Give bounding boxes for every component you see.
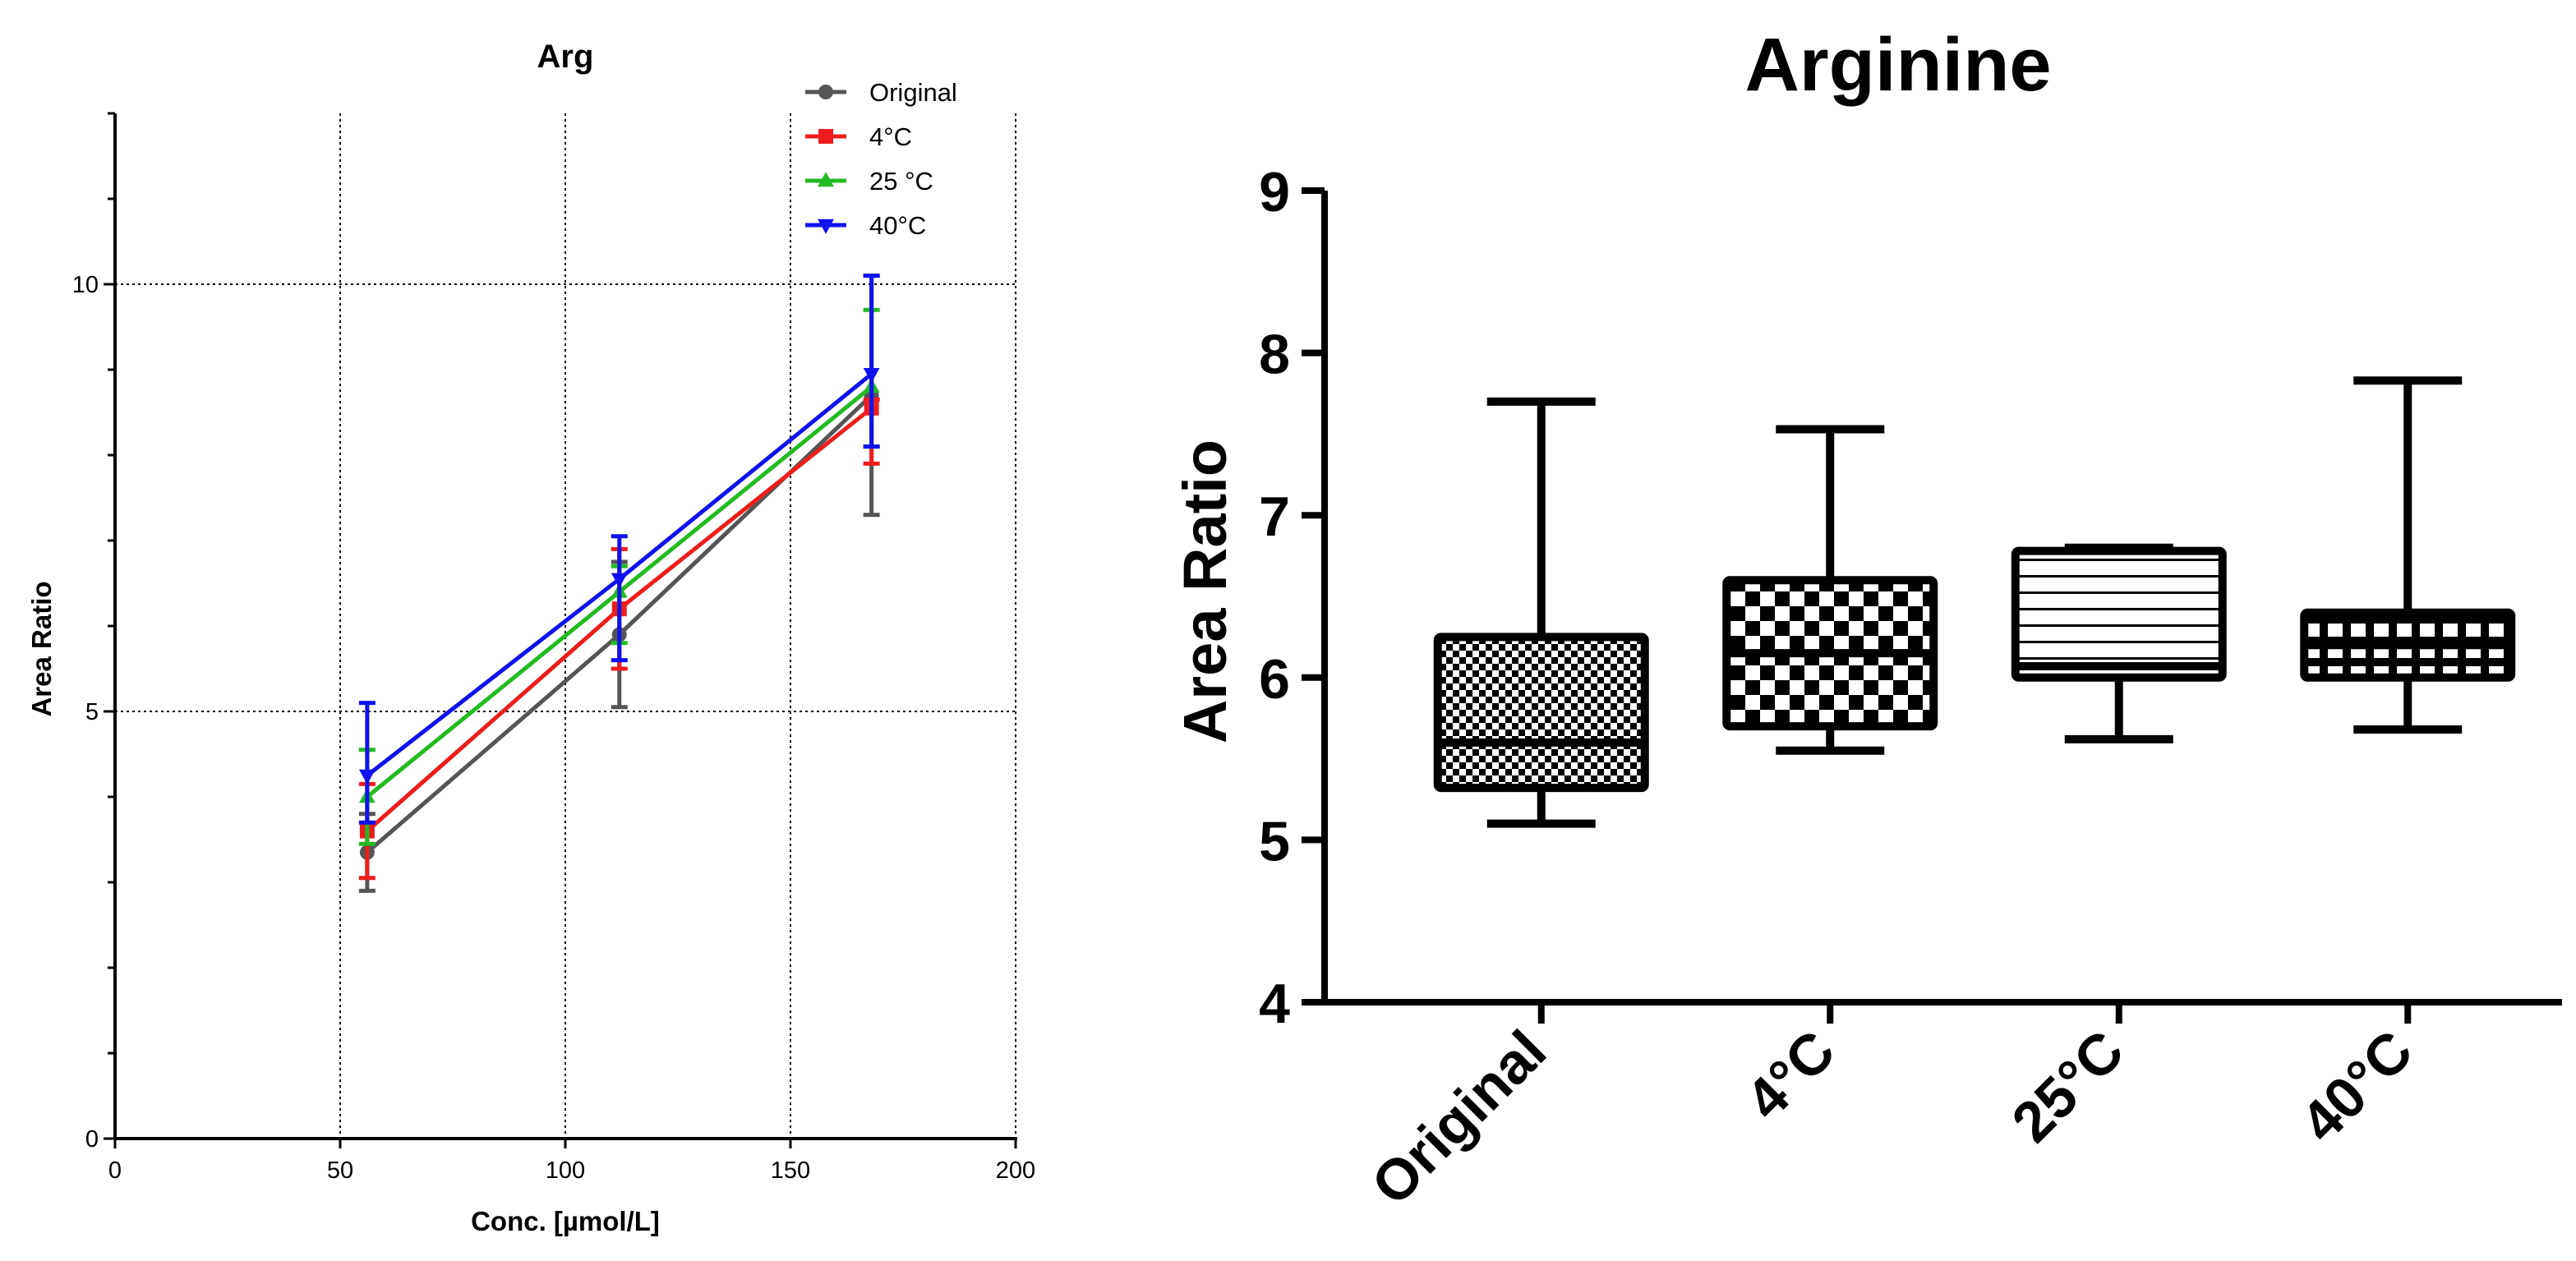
legend-item: Original — [805, 78, 957, 107]
box-chart-y-tick-label: 5 — [1259, 810, 1290, 872]
box-group — [1433, 397, 1649, 828]
line-chart-point — [611, 573, 628, 588]
box-chart-y-tick-label: 9 — [1259, 161, 1290, 223]
line-chart-x-tick-label: 150 — [771, 1157, 810, 1184]
box-chart-y-tick-label: 6 — [1259, 648, 1290, 711]
line-chart-ticks: 0 50 100 150 200 0 5 10 — [72, 112, 1035, 1184]
box-chart-y-tick-label: 7 — [1259, 486, 1290, 548]
line-chart-point — [358, 769, 376, 785]
box-body — [2011, 546, 2227, 682]
line-chart-series-group — [358, 274, 880, 825]
line-chart-y-tick-label: 5 — [85, 699, 99, 725]
line-chart-x-tick-label: 100 — [546, 1157, 585, 1184]
legend-item: 40°C — [805, 211, 926, 240]
legend-marker — [818, 85, 833, 99]
line-chart-title: Arg — [537, 39, 594, 75]
line-chart-legend: Original 4°C 25 °C 40°C — [805, 78, 957, 240]
box-group — [2011, 543, 2227, 743]
line-chart-y-tick-label: 10 — [72, 272, 99, 298]
legend-item: 4°C — [805, 122, 912, 151]
box-chart-boxes — [1433, 376, 2516, 828]
line-chart: Arg 0 50 100 150 200 0 5 10 Conc. [µmol/L] Area… — [26, 39, 1035, 1236]
legend-marker — [818, 219, 834, 234]
line-chart-x-tick-label: 0 — [108, 1157, 122, 1184]
legend-label: 40°C — [869, 211, 926, 240]
box-chart: Arginine 4 5 6 7 8 9 Original 4°C 25°C 40°C Area … — [1171, 23, 2562, 1217]
box-chart-y-tick-label: 8 — [1259, 324, 1290, 386]
box-chart-title: Arginine — [1744, 23, 2051, 107]
legend-marker — [818, 172, 834, 187]
box-chart-category-label: 25°C — [2000, 1018, 2136, 1154]
legend-marker — [818, 129, 833, 144]
box-chart-category-label: 4°C — [1734, 1018, 1847, 1131]
box-chart-axes — [1321, 191, 2562, 1006]
box-body — [1433, 633, 1649, 793]
box-chart-y-tick-label: 4 — [1259, 973, 1290, 1035]
line-chart-y-tick-label: 0 — [85, 1126, 99, 1153]
line-chart-x-tick-label: 200 — [996, 1157, 1035, 1184]
line-chart-y-axis-label: Area Ratio — [26, 581, 57, 716]
line-chart-x-axis-label: Conc. [µmol/L] — [471, 1206, 660, 1236]
legend-label: 25 °C — [869, 167, 933, 196]
box-chart-y-axis-label: Area Ratio — [1171, 440, 1239, 743]
legend-item: 25 °C — [805, 167, 933, 196]
line-chart-grid — [115, 113, 1016, 1139]
legend-label: Original — [869, 78, 957, 107]
line-chart-series — [358, 274, 880, 893]
box-chart-category-label: 40°C — [2288, 1018, 2425, 1154]
line-chart-x-tick-label: 50 — [327, 1157, 353, 1184]
line-chart-point — [863, 368, 880, 383]
legend-label: 4°C — [869, 122, 912, 151]
box-group — [2300, 376, 2516, 734]
box-chart-category-label: Original — [1359, 1018, 1558, 1217]
box-group — [1722, 425, 1938, 755]
